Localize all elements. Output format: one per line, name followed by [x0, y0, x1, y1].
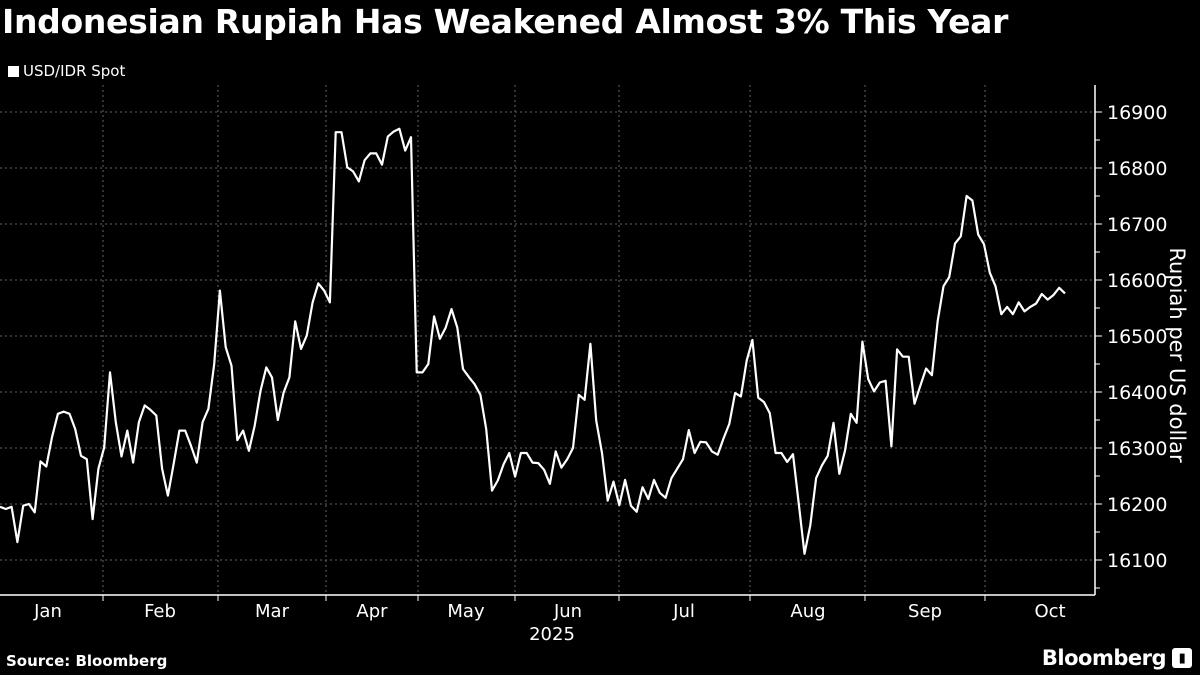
- x-tick-label-feb: Feb: [144, 601, 176, 622]
- x-tick-label-sep: Sep: [908, 601, 942, 622]
- x-tick-label-jun: Jun: [553, 601, 582, 622]
- legend: USD/IDR Spot: [8, 62, 125, 80]
- x-tick-label-aug: Aug: [790, 601, 825, 622]
- legend-label: USD/IDR Spot: [23, 62, 126, 80]
- y-tick-label: 16900: [1107, 102, 1167, 124]
- x-tick-label-may: May: [447, 601, 485, 622]
- bloomberg-chart-icon: ▮: [1172, 648, 1192, 668]
- source-note: Source: Bloomberg: [6, 652, 168, 670]
- axes: [0, 85, 1096, 601]
- y-tick-label: 16700: [1107, 214, 1167, 236]
- legend-swatch: [8, 65, 19, 77]
- x-tick-label-jul: Jul: [672, 601, 695, 622]
- y-tick-label: 16200: [1107, 494, 1167, 516]
- x-tick-label-oct: Oct: [1034, 601, 1065, 622]
- x-axis-labels: Jan Feb Mar Apr May Jun Jul Aug Sep Oct: [33, 601, 1065, 622]
- x-axis-year-label: 2025: [529, 624, 575, 645]
- y-tick-label: 16500: [1107, 326, 1167, 348]
- bloomberg-logo: Bloomberg ▮: [1042, 646, 1192, 670]
- gridlines: [0, 85, 1095, 595]
- y-axis-title: Rupiah per US dollar: [1165, 247, 1189, 463]
- y-tick-label: 16100: [1107, 550, 1167, 572]
- x-tick-label-apr: Apr: [356, 601, 388, 622]
- y-axis-ticks: 16100 16200 16300 16400 16500 16600 16700 16800…: [1095, 102, 1167, 589]
- y-tick-label: 16800: [1107, 158, 1167, 180]
- brand-name: Bloomberg: [1041, 646, 1167, 670]
- y-tick-label: 16300: [1107, 438, 1167, 460]
- series-line-usd-idr: [0, 127, 1066, 555]
- y-tick-label: 16400: [1107, 382, 1167, 404]
- x-tick-label-jan: Jan: [33, 601, 62, 622]
- x-tick-label-mar: Mar: [255, 601, 290, 622]
- chart-title: Indonesian Rupiah Has Weakened Almost 3%…: [2, 2, 1009, 41]
- y-tick-label: 16600: [1107, 270, 1167, 292]
